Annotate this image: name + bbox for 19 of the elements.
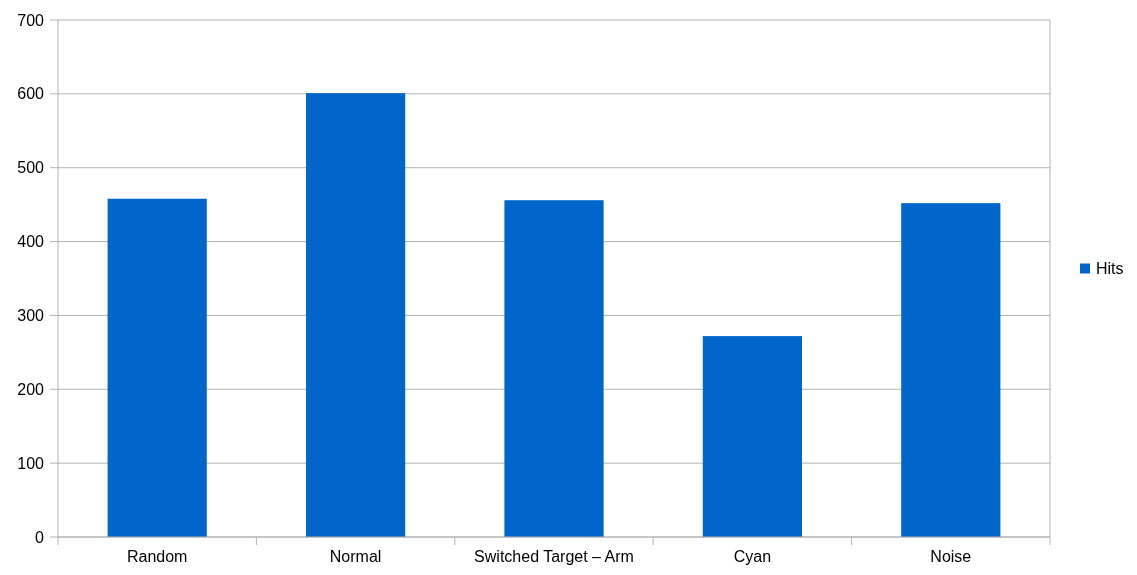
y-tick-label: 600	[17, 85, 45, 103]
y-tick-label: 700	[17, 11, 45, 29]
bar	[107, 198, 207, 537]
y-tick-label: 500	[17, 159, 45, 177]
bar	[702, 336, 802, 537]
x-tick-label: Noise	[930, 548, 972, 565]
x-tick-label: Switched Target – Arm	[474, 548, 634, 565]
bar	[504, 200, 604, 537]
y-tick-label: 400	[17, 233, 45, 251]
y-tick-label: 300	[17, 307, 45, 325]
y-tick-label: 200	[17, 380, 45, 398]
x-tick-label: Normal	[329, 548, 382, 565]
y-tick-label: 100	[17, 454, 45, 472]
bar	[901, 203, 1001, 537]
x-tick-label: Cyan	[733, 548, 772, 565]
bar	[306, 93, 406, 537]
y-tick-label: 0	[35, 528, 45, 546]
x-tick-label: Random	[126, 548, 188, 565]
legend-label: Hits	[1096, 260, 1124, 278]
